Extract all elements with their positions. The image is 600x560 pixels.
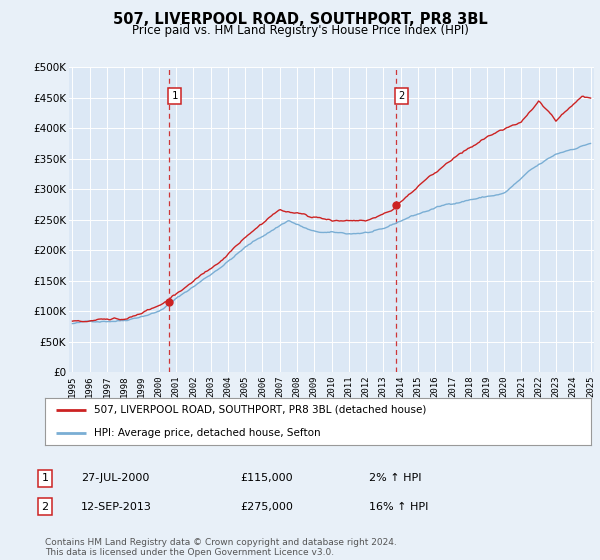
Text: 2: 2 <box>398 91 404 101</box>
Text: £115,000: £115,000 <box>240 473 293 483</box>
Text: 16% ↑ HPI: 16% ↑ HPI <box>369 502 428 512</box>
Text: 507, LIVERPOOL ROAD, SOUTHPORT, PR8 3BL (detached house): 507, LIVERPOOL ROAD, SOUTHPORT, PR8 3BL … <box>94 405 427 415</box>
Text: 507, LIVERPOOL ROAD, SOUTHPORT, PR8 3BL: 507, LIVERPOOL ROAD, SOUTHPORT, PR8 3BL <box>113 12 487 27</box>
Text: 1: 1 <box>171 91 178 101</box>
Text: Price paid vs. HM Land Registry's House Price Index (HPI): Price paid vs. HM Land Registry's House … <box>131 24 469 36</box>
Text: Contains HM Land Registry data © Crown copyright and database right 2024.
This d: Contains HM Land Registry data © Crown c… <box>45 538 397 557</box>
Text: HPI: Average price, detached house, Sefton: HPI: Average price, detached house, Seft… <box>94 428 321 438</box>
Text: 27-JUL-2000: 27-JUL-2000 <box>81 473 149 483</box>
Text: 2% ↑ HPI: 2% ↑ HPI <box>369 473 421 483</box>
Text: £275,000: £275,000 <box>240 502 293 512</box>
Text: 2: 2 <box>41 502 49 512</box>
Text: 12-SEP-2013: 12-SEP-2013 <box>81 502 152 512</box>
Text: 1: 1 <box>41 473 49 483</box>
